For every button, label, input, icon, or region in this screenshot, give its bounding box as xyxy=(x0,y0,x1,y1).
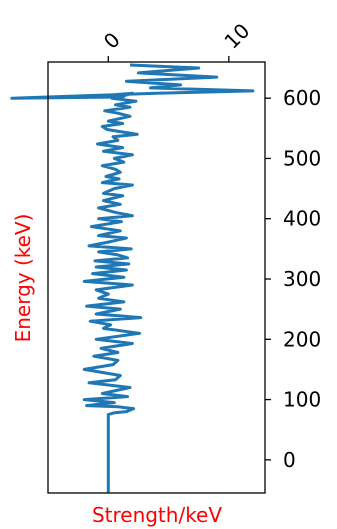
y-tick-label-400: 400 xyxy=(283,207,321,231)
y-tick-label-300: 300 xyxy=(283,267,321,291)
x-tick-label-0: 0 xyxy=(99,28,125,54)
y-tick-label-0: 0 xyxy=(283,448,296,472)
x-axis-label: Strength/keV xyxy=(92,503,222,527)
y-tick-label-200: 200 xyxy=(283,327,321,351)
y-tick-label-100: 100 xyxy=(283,388,321,412)
x-tick-label-10: 10 xyxy=(219,19,254,54)
y-tick-label-500: 500 xyxy=(283,146,321,170)
x-axis-ticks: 0 10 xyxy=(99,19,254,62)
series-line xyxy=(10,63,255,493)
y-axis-ticks: 0 100 200 300 400 500 600 xyxy=(265,86,321,472)
plot-frame xyxy=(47,61,266,494)
y-axis-label: Energy (keV) xyxy=(11,214,35,343)
plot-area xyxy=(10,61,266,494)
y-tick-label-600: 600 xyxy=(283,86,321,110)
